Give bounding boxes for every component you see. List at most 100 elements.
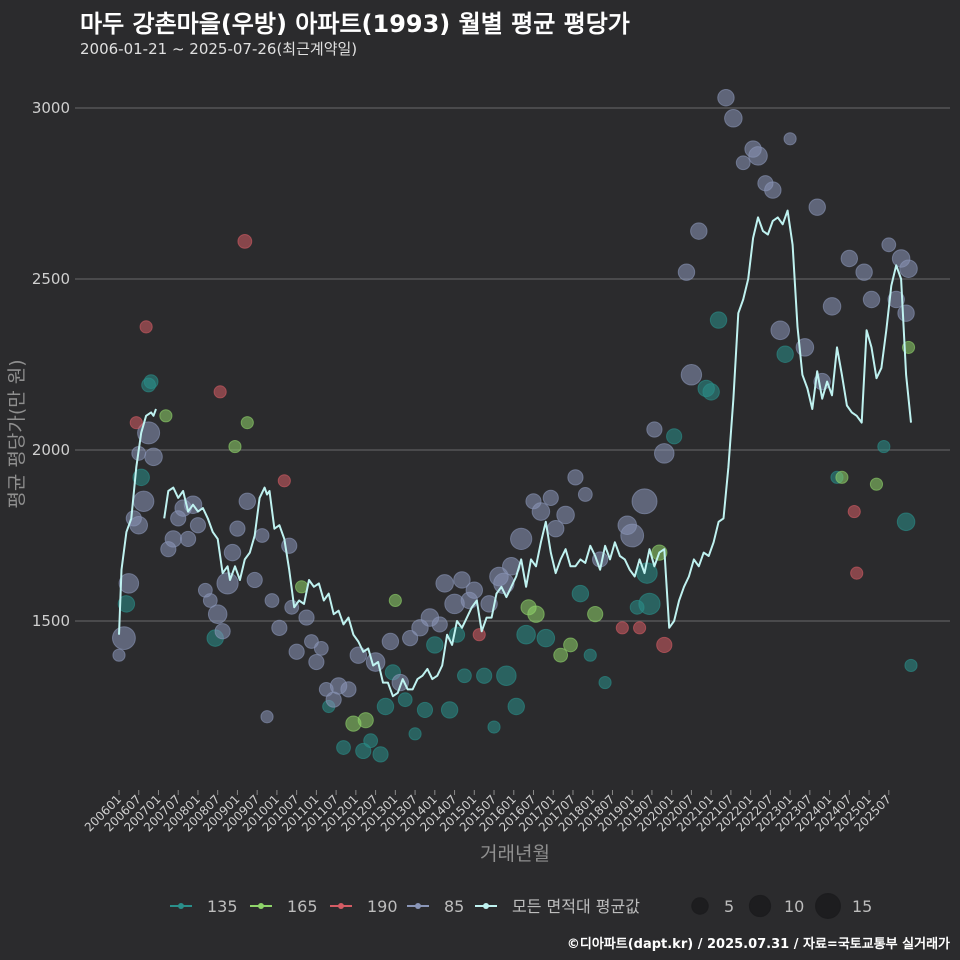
scatter-point-85	[298, 609, 315, 626]
scatter-point-85	[680, 364, 703, 386]
scatter-point-85	[264, 593, 280, 608]
scatter-point-85	[899, 259, 918, 279]
legend-size-circle	[815, 893, 841, 919]
scatter-point-135	[496, 665, 517, 686]
scatter-point-85	[764, 181, 782, 199]
scatter-point-85	[202, 593, 218, 608]
scatter-point-165	[553, 647, 569, 663]
scatter-point-85	[646, 421, 663, 438]
legend-key-dot	[483, 903, 489, 909]
scatter-point-85	[144, 447, 163, 467]
scatter-point-85	[465, 581, 484, 599]
scatter-point-190	[129, 416, 143, 430]
scatter-point-85	[542, 489, 559, 506]
scatter-point-85	[132, 490, 155, 512]
scatter-point-85	[179, 530, 197, 548]
scatter-point-135	[709, 311, 728, 329]
scatter-point-135	[440, 701, 459, 719]
scatter-point-135	[336, 740, 351, 755]
scatter-point-190	[213, 385, 227, 399]
scatter-point-85	[381, 632, 400, 651]
scatter-point-135	[363, 733, 379, 749]
scatter-point-85	[822, 297, 842, 316]
legend-size-label: 5	[724, 897, 734, 916]
scatter-point-165	[388, 593, 402, 608]
scatter-point-85	[254, 528, 270, 543]
scatter-point-85	[453, 571, 471, 589]
scatter-point-135	[877, 440, 891, 454]
scatter-point-135	[476, 667, 493, 684]
legend-size-circle	[691, 897, 709, 915]
legend-label: 135	[207, 897, 238, 916]
scatter-point-165	[228, 440, 242, 454]
legend-key-dot	[338, 903, 344, 909]
x-axis-label: 거래년월	[480, 843, 550, 865]
scatter-point-135	[376, 697, 395, 716]
scatter-point-85	[435, 574, 454, 593]
scatter-point-190	[633, 621, 647, 635]
scatter-point-85	[112, 648, 126, 662]
scatter-point-135	[487, 720, 501, 734]
scatter-point-85	[724, 108, 743, 128]
scatter-point-165	[240, 416, 254, 430]
scatter-point-85	[284, 599, 300, 615]
scatter-point-85	[840, 249, 859, 268]
scatter-point-135	[143, 374, 159, 390]
legend-key-dot	[415, 903, 421, 909]
scatter-point-165	[527, 605, 545, 623]
scatter-point-85	[288, 643, 305, 660]
scatter-point-85	[214, 623, 231, 640]
scatter-point-190	[237, 233, 253, 249]
legend-size-label: 15	[852, 897, 872, 916]
scatter-point-85	[567, 469, 584, 486]
scatter-point-85	[620, 523, 645, 548]
scatter-point-135	[666, 428, 683, 445]
scatter-point-190	[277, 474, 291, 488]
scatter-point-190	[615, 621, 629, 635]
scatter-point-135	[571, 584, 590, 603]
y-tick-label: 1500	[32, 612, 70, 630]
legend-key-dot	[178, 903, 184, 909]
scatter-point-135	[457, 668, 472, 684]
legend-size-circle	[748, 894, 772, 918]
scatter-point-85	[862, 290, 881, 309]
scatter-point-165	[587, 606, 604, 623]
scatter-point-135	[776, 345, 794, 363]
y-axis-ticks: 1500 2000 2500 3000	[32, 99, 70, 630]
scatter-point-190	[139, 320, 153, 334]
scatter-point-85	[271, 619, 288, 636]
scatter-point-85	[897, 304, 915, 322]
scatter-point-85	[431, 616, 448, 633]
scatter-point-85	[631, 488, 658, 515]
scatter-point-85	[677, 263, 696, 281]
source-credit: ©디아파트(dapt.kr) / 2025.07.31 / 자료=국토교통부 실…	[566, 937, 950, 952]
chart-title: 마두 강촌마을(우방) 아파트(1993) 월별 평균 평당가	[80, 10, 630, 38]
scatter-point-85	[770, 320, 791, 341]
scatter-point-165	[835, 470, 849, 484]
scatter-point-85	[887, 290, 905, 309]
scatter-point-85	[207, 604, 228, 624]
scatter-point-85	[112, 626, 136, 651]
scatter-point-135	[638, 592, 661, 616]
scatter-point-85	[391, 673, 409, 692]
legend-label: 85	[444, 897, 464, 916]
scatter-point-85	[308, 653, 325, 671]
scatter-point-85	[229, 520, 246, 537]
scatter-point-190	[656, 636, 673, 654]
scatter-point-135	[702, 383, 720, 401]
scatter-point-165	[869, 477, 884, 491]
scatter-point-85	[717, 89, 735, 107]
scatter-point-190	[472, 628, 486, 642]
legend-key-dot	[258, 903, 264, 909]
scatter-point-135	[583, 648, 597, 662]
y-tick-label: 3000	[32, 99, 70, 117]
scatter-point-135	[372, 746, 389, 763]
scatter-point-135	[516, 624, 536, 645]
scatter-point-85	[365, 652, 386, 672]
legend: 135 165 190 85 모든 면적대 평균값 5 10 15	[170, 893, 872, 919]
y-axis-label: 평균 평당가(만 원)	[6, 359, 28, 508]
scatter-point-85	[855, 263, 873, 281]
scatter-point-85	[808, 198, 826, 216]
scatter-point-135	[507, 697, 525, 716]
x-axis-ticks: 2006012006072007012007072008012008072009…	[82, 790, 894, 835]
